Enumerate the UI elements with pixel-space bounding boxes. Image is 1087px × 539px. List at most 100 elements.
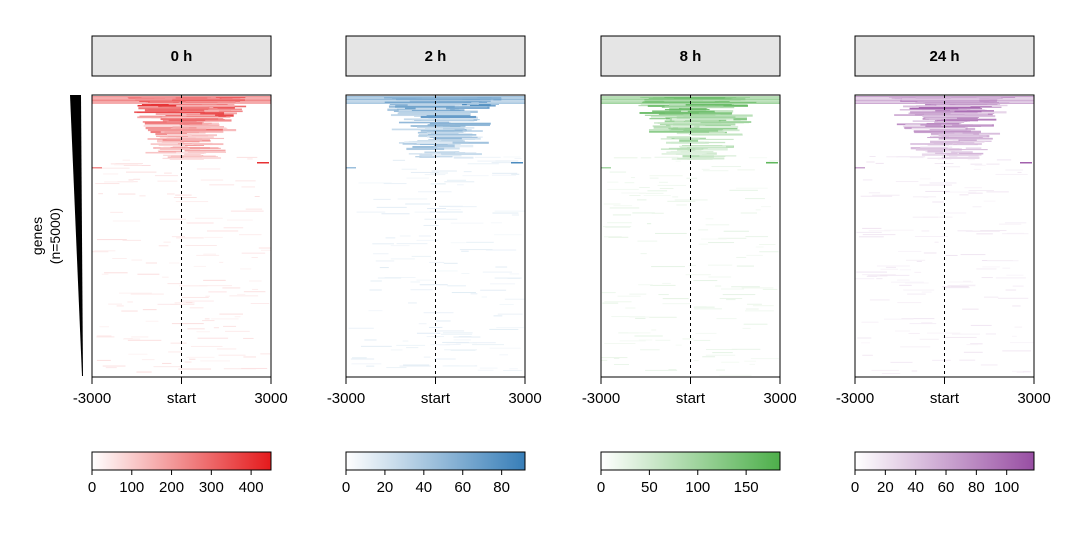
heatmap-background-row [429,270,458,272]
heatmap-background-row [446,343,461,345]
heatmap-background-row [208,291,227,293]
heatmap-background-row [860,195,893,197]
heatmap-background-row [436,320,451,322]
heatmap-background-row [254,196,260,198]
heatmap-background-row [744,310,774,312]
heatmap-background-row [987,260,1019,262]
heatmap-background-row [247,158,253,160]
heatmap-background-row [241,252,266,254]
heatmap-background-row [182,300,214,302]
heatmap-background-row [396,344,426,346]
heatmap-background-row [193,265,206,267]
x-axis: -3000 start 3000 [836,376,1051,407]
heatmap-background-row [638,192,664,194]
heatmap-background-row [640,157,652,159]
heatmap-background-row [603,226,632,228]
heatmap-background-row [731,348,761,350]
heatmap-background-row [94,250,116,252]
heatmap-background-row [748,157,768,159]
color-scale-tick-label: 100 [685,479,710,496]
heatmap-background-row [624,182,635,184]
heatmap-background-row [499,354,509,356]
heatmap-signal-row [145,126,189,130]
heatmap-background-row [611,316,646,318]
heatmap-signal-row [671,118,734,121]
heatmap-signal-row [683,129,719,132]
heatmap-background-row [980,230,1007,232]
heatmap-signal-row [958,139,977,142]
heatmap-background-row [654,156,679,158]
heatmap-background-row [406,177,429,179]
panel-title: 24 h [929,48,959,65]
heatmap-signal-row [180,138,203,141]
heatmap-background-row [390,245,410,247]
heatmap-signal-row [511,162,523,164]
x-tick-label: 3000 [1017,390,1050,407]
heatmap-background-row [1016,371,1025,373]
heatmap-signal-row [913,130,972,133]
heatmap-signal-row [181,112,221,115]
heatmap-background-row [658,294,669,296]
heatmap-signal-row [418,135,473,137]
panel-header [600,35,781,77]
heatmap-background-row [745,308,759,310]
heatmap-background-row [919,178,931,180]
heatmap-background-row [602,302,619,304]
heatmap-background-row [238,234,262,236]
heatmap-background-row [491,162,518,164]
heatmap-signal-row [921,153,965,156]
heatmap-signal-row [702,152,717,155]
heatmap-background-row [765,161,775,163]
heatmap-signal-row [144,122,203,125]
y-axis-label-genes: genes [29,217,45,255]
heatmap-background-row [897,279,910,281]
heatmap-background-row [702,356,716,358]
heatmap-background-row [655,232,687,234]
panel-title: 2 h [425,48,447,65]
heatmap-signal-row [685,103,732,106]
heatmap-background-row [628,332,651,334]
heatmap-background-row [222,287,241,289]
heatmap-signal-row [855,100,1034,102]
heatmap-background-row [444,349,477,351]
heatmap-signal-row [184,136,214,139]
heatmap-background-row [629,316,650,318]
heatmap-background-row [453,339,472,341]
heatmap-background-row [693,360,699,362]
heatmap-signal-row [687,110,715,114]
heatmap-background-row [718,237,747,239]
heatmap-signal-row [956,142,975,145]
heatmap-background-row [651,212,664,214]
panel-header [854,35,1035,77]
heatmap-background-row [133,178,141,180]
heatmap-background-row [158,245,169,247]
heatmap-background-row [996,159,1012,161]
heatmap-background-row [427,208,446,210]
heatmap-background-row [123,164,151,166]
heatmap-background-row [491,174,517,176]
heatmap-background-row [459,249,493,251]
heatmap-background-row [403,364,430,366]
heatmap-background-row [227,219,253,221]
heatmap-background-row [492,212,519,214]
heatmap-background-row [736,265,755,267]
heatmap-background-row [976,268,997,270]
heatmap-signal-row [415,107,447,110]
heatmap-background-row [450,206,477,208]
heatmap-background-row [511,214,520,216]
heatmap-background-row [970,343,983,345]
heatmap-background-row [675,160,681,162]
heatmap-background-row [131,336,149,338]
heatmap-background-row [171,323,204,325]
heatmap-signal-row [601,100,780,102]
heatmap-background-row [423,356,431,358]
heatmap-background-row [866,275,878,277]
heatmap-signal-row [162,157,196,160]
heatmap-background-row [972,206,982,208]
heatmap-background-row [755,246,764,248]
heatmap-background-row [105,367,117,369]
color-scale-tick-label: 300 [199,479,224,496]
heatmap-background-row [209,184,235,186]
heatmap-background-row [205,295,210,297]
